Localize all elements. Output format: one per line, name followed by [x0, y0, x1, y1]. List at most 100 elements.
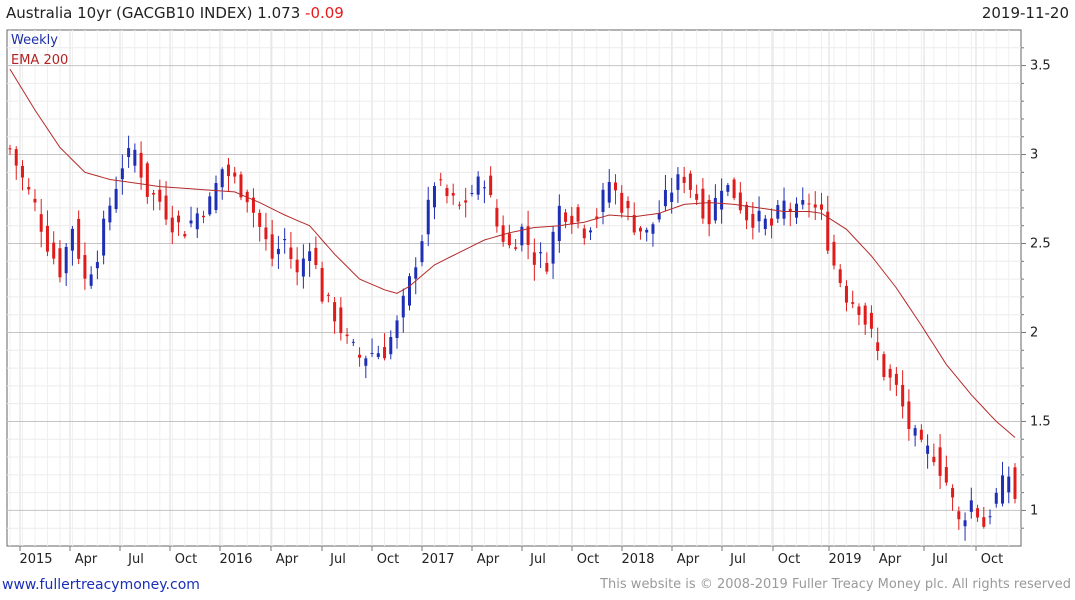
candle-body	[507, 233, 511, 246]
x-tick-label: Jul	[729, 552, 746, 567]
candle-body	[202, 215, 206, 218]
candle-body	[532, 252, 536, 265]
candle-body	[326, 294, 330, 296]
x-tick-label: Apr	[75, 552, 98, 567]
x-tick-label: Oct	[377, 552, 399, 567]
candle-body	[314, 247, 318, 266]
candle-body	[439, 179, 443, 181]
candle-body	[888, 368, 892, 378]
candle-body	[333, 302, 337, 322]
candle-body	[663, 189, 667, 207]
candle-body	[682, 176, 686, 183]
y-tick-label: 2	[1030, 325, 1038, 340]
candle-body	[745, 204, 749, 221]
candle-body	[395, 320, 399, 338]
candle-body	[295, 259, 299, 273]
candle-body	[613, 182, 617, 191]
candle-body	[857, 306, 861, 315]
candle-body	[982, 517, 986, 527]
candle-body	[102, 218, 106, 256]
candle-body	[901, 384, 905, 407]
candle-body	[226, 164, 230, 177]
candle-body	[108, 205, 112, 223]
candle-body	[882, 354, 886, 378]
candle-body	[139, 152, 143, 178]
candle-body	[638, 227, 642, 232]
candle-body	[863, 305, 867, 325]
candle-body	[358, 354, 362, 358]
candle-body	[776, 205, 780, 219]
candle-body	[782, 200, 786, 219]
candle-body	[214, 183, 218, 210]
candle-body	[239, 174, 243, 198]
candle-body	[114, 188, 118, 210]
candle-body	[345, 334, 349, 337]
site-link[interactable]: www.fullertreacymoney.com	[2, 577, 200, 593]
candle-body	[951, 487, 955, 498]
candle-body	[851, 302, 855, 304]
candle-body	[757, 210, 761, 222]
change-value: -0.09	[305, 4, 344, 22]
x-tick-label: 2018	[621, 552, 654, 567]
candle-body	[514, 247, 518, 249]
x-tick-label: Oct	[778, 552, 800, 567]
candle-body	[27, 186, 31, 190]
candle-body	[208, 196, 212, 215]
candle-body	[95, 262, 99, 269]
candle-body	[501, 225, 505, 242]
candle-body	[601, 189, 605, 212]
candle-body	[145, 163, 149, 197]
x-tick-label: Oct	[577, 552, 599, 567]
candle-body	[251, 197, 255, 213]
candle-body	[1001, 475, 1005, 504]
candle-body	[364, 358, 368, 366]
x-tick-label: Apr	[276, 552, 299, 567]
candle-body	[489, 175, 493, 195]
candle-body	[707, 199, 711, 225]
candle-body	[826, 211, 830, 251]
legend-weekly: Weekly	[11, 33, 58, 48]
candle-body	[539, 252, 543, 254]
candle-body	[127, 148, 131, 158]
candle-body	[595, 216, 599, 220]
candle-body	[476, 176, 480, 195]
candle-body	[457, 204, 461, 206]
candle-body	[158, 189, 162, 202]
candle-body	[120, 168, 124, 180]
candle-body	[564, 212, 568, 222]
candle-body	[795, 203, 799, 218]
x-tick-label: 2016	[219, 552, 252, 567]
candle-body	[576, 207, 580, 222]
candle-body	[1007, 476, 1011, 493]
candle-body	[351, 341, 355, 343]
candle-body	[83, 255, 87, 279]
candle-body	[339, 307, 343, 334]
candle-body	[957, 511, 961, 520]
candle-body	[701, 188, 705, 219]
candle-body	[720, 190, 724, 210]
candle-body	[45, 225, 49, 252]
candle-body	[570, 215, 574, 225]
candle-body	[938, 447, 942, 476]
candle-body	[763, 218, 767, 230]
candle-body	[932, 456, 936, 463]
candle-body	[389, 337, 393, 355]
candle-body	[177, 215, 181, 223]
candle-body	[670, 192, 674, 202]
candle-body	[8, 148, 12, 150]
candle-body	[913, 428, 917, 436]
candle-body	[963, 520, 967, 527]
candle-body	[645, 229, 649, 233]
candle-body	[926, 445, 930, 454]
y-tick-label: 2.5	[1030, 237, 1051, 252]
candle-body	[944, 467, 948, 483]
candle-body	[77, 218, 81, 259]
y-tick-label: 3.5	[1030, 59, 1051, 74]
candle-body	[632, 214, 636, 233]
plot-frame	[6, 29, 1022, 547]
candle-body	[195, 213, 199, 230]
candle-body	[470, 192, 474, 194]
candle-body	[482, 187, 486, 189]
candle-body	[495, 207, 499, 227]
